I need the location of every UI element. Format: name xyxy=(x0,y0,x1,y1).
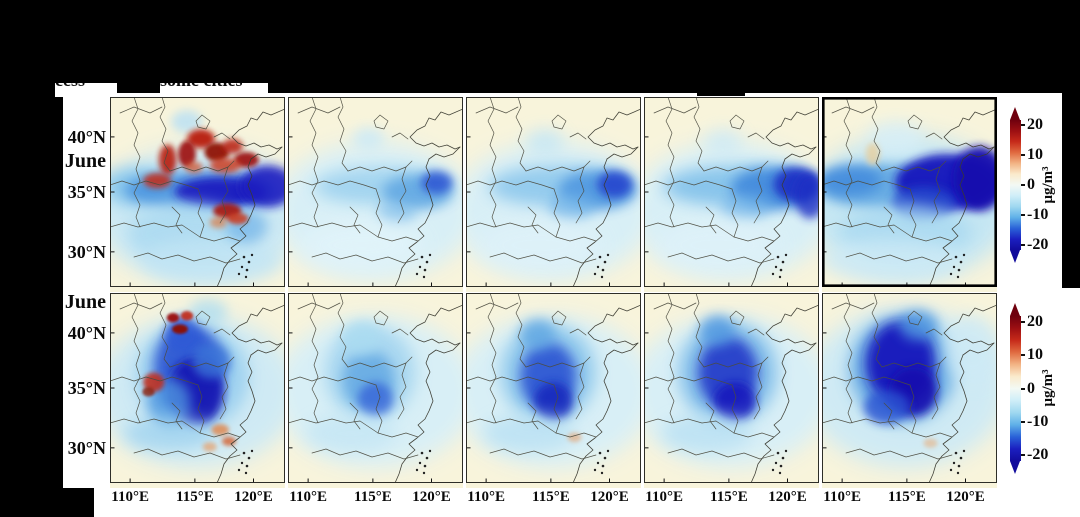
colorbar-row1 xyxy=(1010,120,1021,250)
colorbar-tick-label-row1-0: 0 xyxy=(1027,176,1035,193)
lon-tick-label-c5-115°E: 115°E xyxy=(888,489,926,505)
colorbar-tickmark-row2-10 xyxy=(1021,354,1025,357)
colorbar-tick-label-row2-0: 0 xyxy=(1027,379,1035,397)
lon-tick-label-c4-120°E: 120°E xyxy=(768,489,807,505)
colorbar-unit-label-row1: µg/m³ xyxy=(1040,166,1056,204)
colorbar-tick-label-row1--20: -20 xyxy=(1027,235,1049,253)
clipped-header-fragment-right: some cities xyxy=(160,83,268,97)
colorbar-tickmark-row2-20 xyxy=(1021,320,1025,323)
lat-tick-label-r2-30°N: 30°N xyxy=(67,437,106,458)
colorbar-top-arrow-row2 xyxy=(1010,303,1020,316)
colorbar-tickmark-row1-10 xyxy=(1021,154,1025,157)
map-panel-r1-c2 xyxy=(274,96,477,292)
lon-tick-label-c2-115°E: 115°E xyxy=(354,489,392,505)
colorbar-top-arrow-row1 xyxy=(1010,107,1020,120)
colorbar-tick-label-row1-10: 10 xyxy=(1027,146,1043,164)
colorbar-tickmark-row1-0 xyxy=(1021,184,1025,186)
map-panel-r1-c3 xyxy=(452,96,655,292)
lon-tick-label-c1-110°E: 110°E xyxy=(111,489,149,505)
lon-tick-label-c3-110°E: 110°E xyxy=(467,489,505,505)
lon-tick-label-c3-115°E: 115°E xyxy=(532,489,570,505)
mask-top-band xyxy=(0,0,1080,93)
lon-tick-label-c5-120°E: 120°E xyxy=(946,489,985,505)
lat-tick-label-r2-35°N: 35°N xyxy=(67,378,106,398)
map-panel-r1-c5 xyxy=(804,96,1015,292)
lat-tick-label-r1-30°N: 30°N xyxy=(67,241,106,262)
mask-left-band xyxy=(0,0,63,517)
colorbar-tick-label-row1-20: 20 xyxy=(1027,116,1043,134)
lon-tick-label-c2-110°E: 110°E xyxy=(289,489,327,505)
colorbar-tickmark-row1--20 xyxy=(1021,243,1025,246)
colorbar-tick-label-row2--10: -10 xyxy=(1027,412,1049,430)
map-panel-r2-c4 xyxy=(630,292,833,488)
colorbar-unit-label-row2: µg/m³ xyxy=(1040,369,1056,407)
lon-tick-label-c2-120°E: 120°E xyxy=(412,489,451,505)
lon-tick-label-c1-115°E: 115°E xyxy=(176,489,214,505)
colorbar-tick-label-row2-10: 10 xyxy=(1027,346,1043,364)
colorbar-tickmark-row2-0 xyxy=(1021,387,1025,390)
lon-tick-label-c4-110°E: 110°E xyxy=(645,489,683,505)
lat-tick-label-r2-40°N: 40°N xyxy=(67,322,106,343)
map-panel-r2-c3 xyxy=(452,292,655,488)
colorbar-tickmark-row1-20 xyxy=(1021,124,1025,127)
colorbar-bottom-arrow-row2 xyxy=(1010,461,1020,474)
map-panel-r1-c1 xyxy=(96,96,306,292)
lon-tick-label-c1-120°E: 120°E xyxy=(234,489,273,505)
lon-tick-label-c3-120°E: 120°E xyxy=(590,489,629,505)
lat-tick-label-r1-35°N: 35°N xyxy=(67,182,106,202)
colorbar-row2 xyxy=(1010,316,1021,461)
colorbar-tickmark-row2--10 xyxy=(1021,420,1025,423)
mask-bottom-left xyxy=(0,488,94,517)
clipped-header-fragment-left: cess xyxy=(55,83,117,97)
mask-right-block xyxy=(1062,0,1080,288)
colorbar-bottom-arrow-row1 xyxy=(1010,250,1020,263)
colorbar-tick-label-row2--20: -20 xyxy=(1027,446,1049,464)
row1-month-label: June xyxy=(64,150,106,172)
lon-tick-label-c5-110°E: 110°E xyxy=(823,489,861,505)
mask-small-fragment xyxy=(697,90,745,96)
map-panel-r2-c5 xyxy=(804,292,1008,488)
lon-tick-label-c4-115°E: 115°E xyxy=(710,489,748,505)
map-panel-r2-c2 xyxy=(274,292,477,488)
row2-month-label: June xyxy=(64,291,106,313)
colorbar-tick-label-row1--10: -10 xyxy=(1027,205,1049,223)
colorbar-tickmark-row2--20 xyxy=(1021,454,1025,457)
colorbar-tickmark-row1--10 xyxy=(1021,213,1025,216)
colorbar-tick-label-row2-20: 20 xyxy=(1027,312,1043,330)
map-panel-r1-c4 xyxy=(630,96,833,292)
lat-tick-label-r1-40°N: 40°N xyxy=(67,126,106,147)
map-panel-r2-c1 xyxy=(96,292,299,488)
